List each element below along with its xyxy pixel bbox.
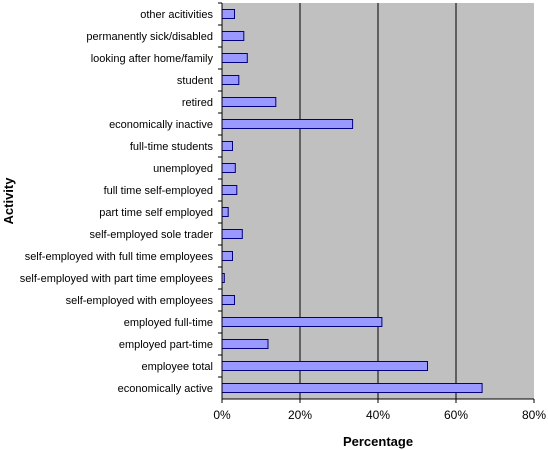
x-tick-label: 40% bbox=[366, 408, 390, 422]
bar bbox=[221, 251, 233, 261]
x-axis-title: Percentage bbox=[343, 434, 413, 449]
bar bbox=[221, 361, 428, 371]
category-label: part time self employed bbox=[99, 207, 213, 219]
bar bbox=[221, 185, 238, 195]
x-tick-label: 20% bbox=[288, 408, 312, 422]
gridlines bbox=[299, 3, 457, 399]
category-label: economically active bbox=[118, 383, 213, 395]
bar bbox=[221, 53, 248, 63]
category-label: employee total bbox=[141, 361, 213, 373]
bar bbox=[221, 75, 240, 85]
bar bbox=[221, 295, 235, 305]
category-label: self-employed with employees bbox=[66, 295, 214, 307]
category-label: self-employed with full time employees bbox=[25, 251, 214, 263]
category-label: student bbox=[177, 75, 213, 87]
category-label: unemployed bbox=[153, 163, 213, 175]
category-label: full-time students bbox=[130, 141, 214, 153]
category-label: retired bbox=[182, 97, 213, 109]
bar bbox=[221, 317, 383, 327]
bar bbox=[221, 97, 277, 107]
bar bbox=[221, 339, 269, 349]
category-label: looking after home/family bbox=[91, 53, 214, 65]
category-label: permanently sick/disabled bbox=[86, 31, 213, 43]
bar bbox=[221, 229, 243, 239]
category-label: self-employed sole trader bbox=[89, 229, 213, 241]
category-label: other acitivities bbox=[140, 9, 213, 21]
x-tick-label: 60% bbox=[444, 408, 468, 422]
category-labels: other acitivities permanently sick/disabl… bbox=[20, 2, 222, 395]
category-label: economically inactive bbox=[109, 119, 213, 131]
bar bbox=[221, 163, 236, 173]
bars bbox=[221, 9, 483, 393]
bar bbox=[221, 31, 245, 41]
bar bbox=[221, 119, 354, 129]
y-axis-title: Activity bbox=[1, 177, 16, 225]
bar bbox=[221, 383, 483, 393]
x-tick-label: 0% bbox=[213, 408, 231, 422]
category-label: employed full-time bbox=[124, 317, 213, 329]
bar bbox=[221, 207, 229, 217]
bar bbox=[221, 141, 233, 151]
x-tick-labels: 0% 20% 40% 60% 80% bbox=[213, 399, 546, 422]
category-label: full time self-employed bbox=[104, 185, 213, 197]
x-tick-label: 80% bbox=[522, 408, 546, 422]
category-label: self-employed with part time employees bbox=[20, 273, 214, 285]
category-label: employed part-time bbox=[119, 339, 213, 351]
bar bbox=[221, 9, 235, 19]
